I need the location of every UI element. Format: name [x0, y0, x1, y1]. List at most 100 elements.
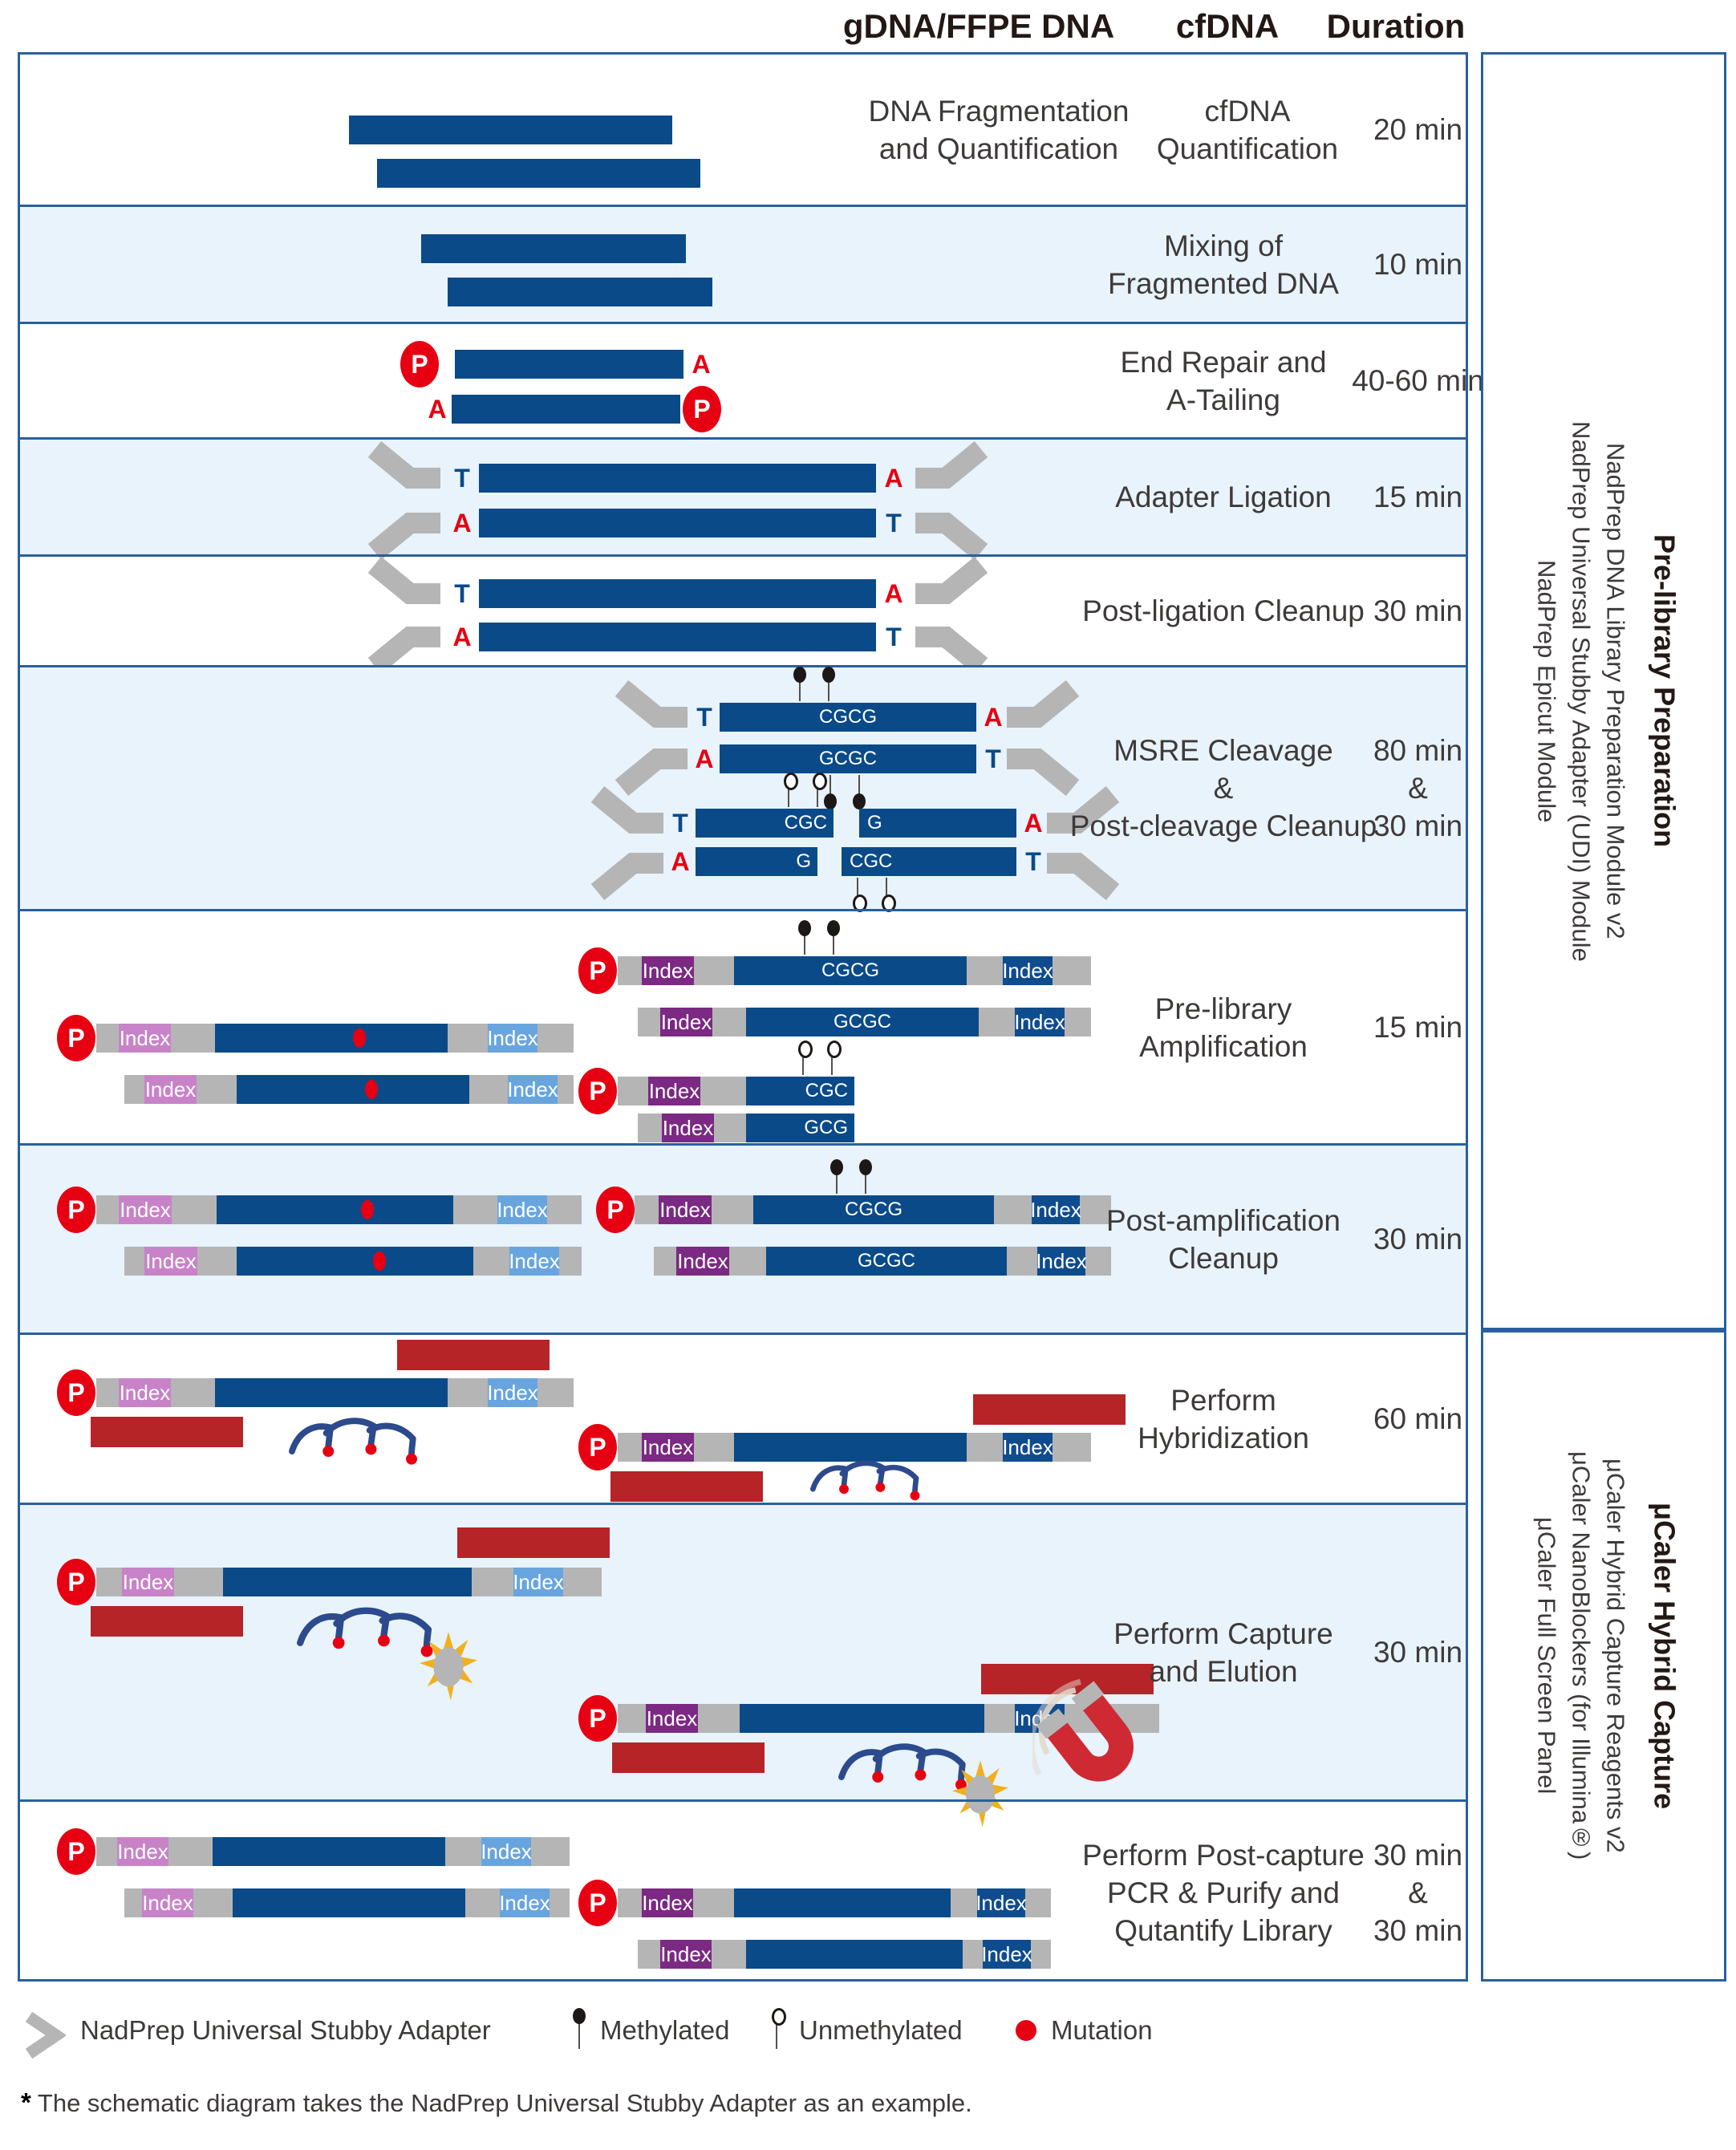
methylated-insert-bar: GCGC	[746, 1008, 979, 1036]
phosphate-badge: P	[57, 1828, 95, 1875]
sidebar-section-title: Pre-library Preparation	[1648, 534, 1681, 848]
row-perform-hybridization: P Index Index P Index Index	[20, 1333, 1466, 1503]
dna-fragment-bar	[479, 579, 876, 608]
index-box: Index	[1002, 956, 1053, 985]
cfdna-library-molecule: Index GCGC Index	[638, 1008, 1091, 1036]
row-duration: 10 min	[1373, 248, 1463, 281]
cleaved-insert-bar: G	[859, 809, 1016, 838]
index-box: Index	[660, 1940, 712, 1969]
index-box: Index	[509, 1247, 560, 1276]
row-label-line: Quantification	[1156, 132, 1339, 165]
phosphate-badge: P	[57, 1559, 95, 1605]
methylated-pin-icon	[851, 773, 867, 809]
cfdna-library-molecule: Index Index	[638, 1940, 1051, 1969]
row-label: Post-ligation Cleanup	[1082, 594, 1365, 627]
index-box: Index	[642, 1433, 694, 1462]
row-adapter-ligation: T A A T Adapter Ligation 15 min	[20, 437, 1466, 561]
gdna-library-molecule: Index Index	[124, 1075, 574, 1104]
phosphate-badge: P	[578, 1695, 617, 1742]
sidebar-item: μCaler Full Screen Panel	[1532, 1517, 1561, 1795]
index-box: Index	[487, 1024, 538, 1053]
index-box: Index	[642, 1888, 693, 1917]
index-box: Index	[1014, 1008, 1065, 1036]
methylated-legend-icon	[571, 2008, 587, 2051]
stubby-adapter-icon	[363, 626, 444, 675]
methylated-pin-icon	[822, 773, 838, 809]
phosphate-badge: P	[57, 1187, 95, 1233]
insert-bar	[237, 1247, 473, 1276]
phosphate-badge: P	[578, 1424, 617, 1471]
index-box: Index	[1002, 1433, 1053, 1462]
stubby-adapter-icon	[610, 679, 691, 728]
index-box: Index	[122, 1568, 174, 1596]
capture-probes-icon	[289, 1418, 417, 1465]
row-dna-fragmentation: DNA Fragmentation and Quantification cfD…	[20, 55, 1466, 205]
stubby-adapter-icon	[363, 556, 444, 605]
index-box: Index	[662, 1114, 714, 1142]
gdna-library-molecule: Index Index	[96, 1837, 570, 1866]
streptavidin-bead-icon	[952, 1760, 1008, 1828]
stubby-adapter-icon	[363, 512, 444, 561]
cfdna-cleaved-molecule: Index CGC	[618, 1077, 854, 1105]
a-overhang-label: A	[884, 579, 903, 608]
methylated-insert-bar: GCGC	[766, 1247, 1007, 1276]
stubby-adapter-icon	[912, 556, 992, 605]
t-overhang-label: T	[1025, 847, 1041, 876]
a-overhang-label: A	[671, 847, 690, 876]
cfdna-cleaved-molecule: Index GCG	[638, 1114, 854, 1142]
insert-bar	[740, 1704, 984, 1733]
sidebar-item: μCaler Hybrid Capture Reagents v2	[1601, 1458, 1630, 1853]
row-duration: 20 min	[1373, 113, 1463, 146]
gdna-library-molecule: Index Index	[124, 1247, 582, 1276]
cleaved-insert-bar: CGC	[696, 809, 834, 838]
dna-fragment-bar	[479, 623, 876, 651]
capture-probes-icon	[810, 1460, 920, 1501]
row-duration: 30 min	[1373, 1223, 1463, 1256]
dna-fragment-bar	[479, 509, 876, 538]
gdna-library-molecule: Index Index	[96, 1024, 574, 1053]
t-overhang-label: T	[886, 509, 902, 538]
footnote-text: The schematic diagram takes the NadPrep …	[37, 2089, 972, 2117]
a-overhang-label: A	[692, 350, 711, 379]
row-label: End Repair and A-Tailing	[1120, 345, 1327, 416]
cfdna-library-molecule: Index CGCG Index	[635, 1195, 1111, 1224]
row-post-ligation-cleanup: T A A T Post-ligation Cleanup 30 min	[20, 554, 1466, 675]
capture-probes-icon	[838, 1743, 967, 1791]
t-overhang-label: T	[696, 703, 712, 732]
sidebar-pre-library-preparation: Pre-library Preparation NadPrep DNA Libr…	[1481, 52, 1726, 1330]
dna-fragment-bar	[349, 116, 672, 144]
row-post-amplification-cleanup: P Index Index Index Index P Index CGCG I…	[20, 1143, 1466, 1333]
stubby-adapter-icon	[586, 785, 667, 834]
t-overhang-label: T	[672, 809, 688, 838]
row-duration: 60 min	[1373, 1402, 1463, 1435]
blocker-bar	[91, 1606, 243, 1637]
phosphate-badge: P	[578, 1068, 617, 1114]
methylated-pin-icon	[825, 920, 842, 956]
methylated-pin-icon	[829, 1159, 845, 1195]
unmethylated-legend-icon	[769, 2008, 786, 2051]
row-end-repair: P A A P End Repair and A-Tailing 40-60 m…	[20, 322, 1484, 437]
index-box: Index	[144, 1075, 197, 1104]
methylated-insert-bar: CGCG	[734, 956, 967, 985]
footnote: * The schematic diagram takes the NadPre…	[21, 2087, 972, 2118]
sidebar-ucaler-hybrid-capture: μCaler Hybrid Capture μCaler Hybrid Capt…	[1481, 1330, 1726, 1982]
dna-fragment-bar	[448, 278, 712, 306]
magnet-icon	[1032, 1678, 1134, 1782]
index-box: Index	[144, 1247, 197, 1276]
stubby-adapter-icon	[912, 440, 992, 489]
gdna-library-molecule: Index Index	[96, 1378, 574, 1407]
dna-fragment-bar	[479, 464, 876, 493]
row-label-cfdna: cfDNA Quantification	[1111, 55, 1384, 205]
a-overhang-label: A	[452, 623, 472, 651]
row-label: Perform Hybridization	[1138, 1383, 1309, 1454]
stubby-adapter-icon	[586, 852, 667, 901]
t-overhang-label: T	[886, 623, 902, 651]
cleaved-insert-bar: GCG	[746, 1114, 854, 1142]
row-label: Mixing of Fragmented DNA	[1108, 229, 1339, 300]
index-box: Index	[119, 1024, 171, 1053]
unmethylated-pin-icon	[795, 1041, 813, 1077]
index-box: Index	[648, 1077, 700, 1105]
row-post-capture-pcr: P Index Index Index Index P Index Index …	[20, 1799, 1466, 1984]
row-duration: 30 min	[1373, 1636, 1463, 1669]
row-pre-library-amplification: P Index Index Index Index P Index CGCG I…	[20, 909, 1466, 1143]
